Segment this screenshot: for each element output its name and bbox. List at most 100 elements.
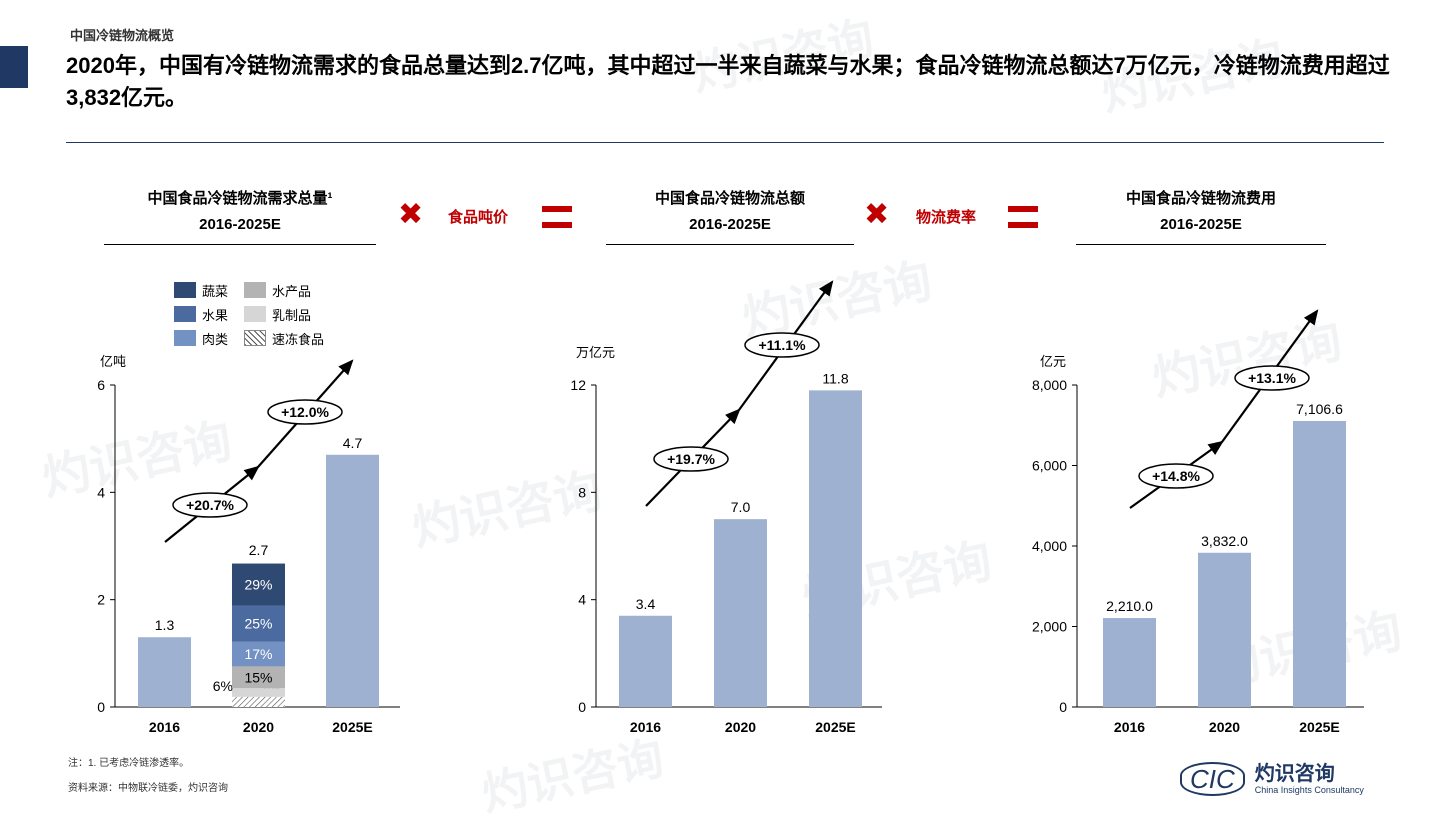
legend-label: 蔬菜 <box>202 283 229 299</box>
legend-label: 水果 <box>202 307 229 323</box>
bar <box>326 454 379 707</box>
y-tick-label: 6 <box>97 377 105 393</box>
operator-label-rate: 物流费率 <box>916 209 977 226</box>
legend-item: 肉类 <box>174 326 244 350</box>
panel-title: 中国食品冷链物流总额 <box>654 190 805 207</box>
bar <box>138 637 191 707</box>
bar-value-label: 3,832.0 <box>1201 533 1248 549</box>
panel-title-underline <box>1076 244 1326 245</box>
bar-value-label: 2,210.0 <box>1106 598 1153 614</box>
legend-swatch <box>244 330 266 346</box>
panel-title-underline <box>606 244 854 245</box>
x-tick-label: 2025E <box>815 719 855 735</box>
bar-value-label: 4.7 <box>343 435 363 451</box>
y-tick-label: 4,000 <box>1032 538 1067 554</box>
stack-segment-蔬菜 <box>232 563 285 606</box>
stack-segment-乳制品 <box>232 688 285 697</box>
y-axis-label: 亿元 <box>1040 354 1066 369</box>
legend-item: 乳制品 <box>244 302 354 326</box>
panel-title: 中国食品冷链物流需求总量¹ <box>147 190 333 207</box>
cagr-label: +14.8% <box>1152 468 1200 484</box>
panel-title-underline <box>104 244 376 245</box>
panel-subtitle: 2016-2025E <box>1160 216 1242 233</box>
x-tick-label: 2016 <box>149 719 180 735</box>
segment-label: 17% <box>244 646 272 662</box>
legend-label: 乳制品 <box>272 307 312 323</box>
bar <box>1103 618 1156 707</box>
chart-legend: 蔬菜 水产品 水果 乳制品 肉类 速冻食品 <box>174 278 354 350</box>
cagr-label: +12.0% <box>281 404 329 420</box>
y-tick-label: 0 <box>1059 699 1067 715</box>
y-tick-label: 0 <box>578 699 586 715</box>
y-tick-label: 8 <box>578 484 586 500</box>
cagr-label: +20.7% <box>186 497 234 513</box>
legend-swatch <box>174 330 196 346</box>
segment-label: 6% <box>213 678 233 694</box>
footnote: 注：1. 已考虑冷链渗透率。 <box>68 758 190 769</box>
y-axis-label: 万亿元 <box>576 345 615 360</box>
legend-item: 速冻食品 <box>244 326 354 350</box>
y-tick-label: 0 <box>97 699 105 715</box>
cagr-badge <box>267 399 343 425</box>
panel-title-cost: 中国食品冷链物流费用 2016-2025E <box>1076 186 1326 245</box>
legend-swatch <box>244 306 266 322</box>
page-headline: 2020年，中国有冷链物流需求的食品总量达到2.7亿吨，其中超过一半来自蔬菜与水… <box>66 53 1390 110</box>
x-tick-label: 2020 <box>243 719 274 735</box>
header-divider <box>66 142 1384 143</box>
bar-value-label: 3.4 <box>636 596 656 612</box>
x-tick-label: 2025E <box>1299 719 1339 735</box>
legend-label: 肉类 <box>202 331 229 347</box>
bar-value-label: 11.8 <box>822 370 848 386</box>
bar-value-label: 1.3 <box>155 617 175 633</box>
cagr-badge <box>1138 463 1214 489</box>
y-tick-label: 12 <box>570 377 586 393</box>
cagr-badge <box>653 446 729 472</box>
cagr-label: +11.1% <box>758 337 806 353</box>
panel-title: 中国食品冷链物流费用 <box>1125 190 1276 207</box>
x-tick-label: 2025E <box>332 719 372 735</box>
x-tick-label: 2016 <box>630 719 661 735</box>
cagr-badge <box>744 332 820 358</box>
cagr-label: +19.7% <box>667 451 715 467</box>
bar-value-label: 7,106.6 <box>1296 401 1343 417</box>
segment-label: 29% <box>244 577 272 593</box>
y-tick-label: 4 <box>97 484 105 500</box>
panel-title-value: 中国食品冷链物流总额 2016-2025E <box>606 186 854 245</box>
cic-logo-mark: CIC <box>1180 762 1245 796</box>
bar <box>714 519 767 707</box>
legend-swatch <box>244 282 266 298</box>
stack-segment-肉类 <box>232 641 285 667</box>
y-axis-label: 亿吨 <box>100 354 126 369</box>
legend-label: 水产品 <box>272 283 312 299</box>
bar <box>1293 420 1346 707</box>
y-tick-label: 8,000 <box>1032 377 1067 393</box>
stack-segment-水果 <box>232 605 285 642</box>
x-tick-label: 2016 <box>1114 719 1145 735</box>
legend-item: 水产品 <box>244 278 354 302</box>
section-label: 中国冷链物流概览 <box>70 28 175 43</box>
stack-segment-速冻食品 <box>232 696 285 707</box>
x-tick-label: 2020 <box>725 719 756 735</box>
legend-item: 水果 <box>174 302 244 326</box>
legend-item: 蔬菜 <box>174 278 244 302</box>
equals-icon <box>542 206 572 228</box>
legend-swatch <box>174 306 196 322</box>
cagr-badge <box>1234 365 1310 391</box>
bar <box>619 615 672 707</box>
x-tick-label: 2020 <box>1209 719 1240 735</box>
accent-bar <box>0 46 28 88</box>
y-tick-label: 4 <box>578 592 586 608</box>
equals-icon <box>1008 206 1038 228</box>
y-tick-label: 2,000 <box>1032 619 1067 635</box>
bar <box>809 390 862 707</box>
cagr-label: +13.1% <box>1248 370 1296 386</box>
y-tick-label: 2 <box>97 592 105 608</box>
panel-title-volume: 中国食品冷链物流需求总量¹ 2016-2025E <box>104 186 376 245</box>
bar <box>1198 552 1251 707</box>
multiply-icon: ✖ <box>864 198 890 231</box>
bar-value-label: 7.0 <box>731 499 751 515</box>
legend-label: 速冻食品 <box>272 331 325 347</box>
multiply-icon: ✖ <box>398 198 424 231</box>
operator-label-price: 食品吨价 <box>448 209 509 226</box>
